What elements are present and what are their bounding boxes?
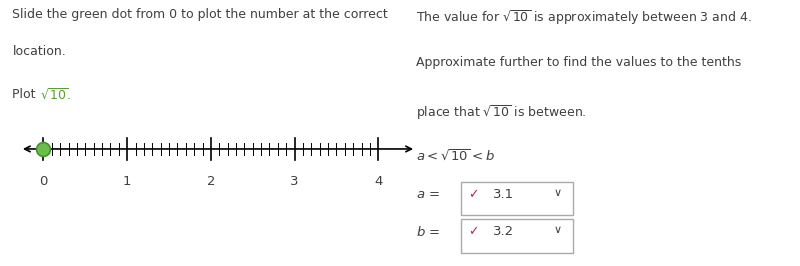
Text: 1: 1 (123, 175, 131, 188)
Text: $b$ =: $b$ = (416, 225, 440, 239)
Text: $a < \sqrt{10} < b$: $a < \sqrt{10} < b$ (416, 149, 495, 164)
Text: Slide the green dot from 0 to plot the number at the correct: Slide the green dot from 0 to plot the n… (13, 8, 388, 21)
Text: location.: location. (13, 45, 66, 58)
Text: ✓: ✓ (468, 188, 478, 201)
Text: $a$ =: $a$ = (416, 188, 440, 201)
Text: $\sqrt{10}$.: $\sqrt{10}$. (39, 88, 71, 103)
Text: 3.1: 3.1 (494, 188, 514, 201)
Text: The value for $\sqrt{10}$ is approximately between 3 and 4.: The value for $\sqrt{10}$ is approximate… (416, 8, 752, 27)
FancyBboxPatch shape (461, 182, 573, 215)
Text: 2: 2 (206, 175, 215, 188)
Text: ∨: ∨ (554, 188, 562, 198)
Text: Plot: Plot (13, 88, 40, 101)
Text: place that $\sqrt{10}$ is between.: place that $\sqrt{10}$ is between. (416, 104, 586, 122)
Text: 0: 0 (39, 175, 48, 188)
Text: 3.2: 3.2 (494, 225, 514, 238)
FancyBboxPatch shape (461, 219, 573, 253)
Text: ∨: ∨ (554, 225, 562, 235)
Text: 3: 3 (290, 175, 299, 188)
Text: ✓: ✓ (468, 225, 478, 238)
Text: Approximate further to find the values to the tenths: Approximate further to find the values t… (416, 56, 741, 69)
Text: 4: 4 (374, 175, 382, 188)
